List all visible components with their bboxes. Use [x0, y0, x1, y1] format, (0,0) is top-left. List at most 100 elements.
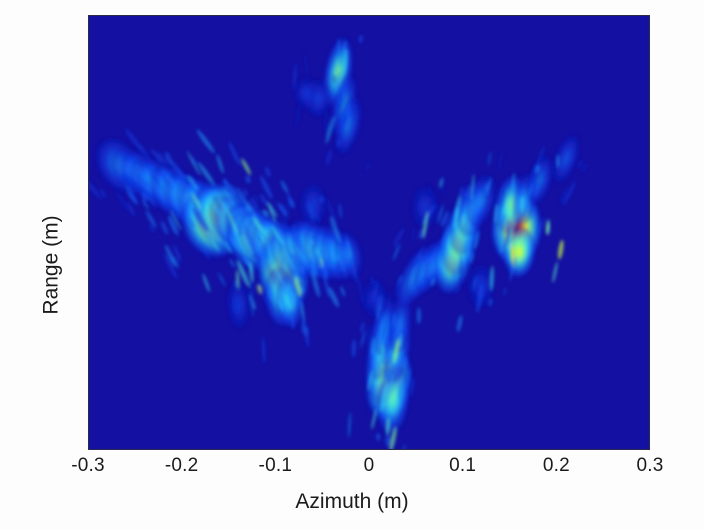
scatterer-blob — [226, 278, 251, 331]
speckle-streak — [512, 181, 516, 196]
speckle-streak — [336, 103, 340, 123]
speckle-streak — [483, 182, 488, 192]
speckle-streak — [246, 200, 259, 221]
speckle-streak — [351, 339, 356, 358]
speckle-streak — [202, 273, 211, 293]
speckle-streak — [338, 203, 343, 219]
speckle-streak — [371, 336, 376, 357]
speckle-streak — [371, 279, 379, 302]
speckle-streak — [262, 336, 266, 364]
speckle-streak — [334, 72, 341, 96]
speckle-streak — [330, 244, 337, 263]
speckle-streak — [267, 202, 276, 223]
speckle-streak — [160, 220, 169, 235]
speckle-streak — [145, 210, 157, 228]
speckle-streak — [382, 320, 389, 341]
speckle-streak — [233, 279, 237, 289]
speckle-streak — [367, 324, 370, 346]
scatterer-blob — [298, 181, 328, 229]
speckle-streak — [328, 287, 339, 308]
speckle-streak — [230, 235, 243, 255]
speckle-streak — [313, 209, 320, 223]
speckle-streak — [257, 235, 269, 260]
speckle-streak — [325, 149, 332, 166]
speckle-streak — [228, 141, 240, 166]
speckle-streak — [345, 101, 351, 118]
speckle-streak — [286, 197, 290, 214]
speckle-streak — [559, 187, 568, 203]
speckle-streak — [210, 202, 221, 216]
speckle-streak — [136, 143, 146, 155]
speckle-streak — [398, 380, 402, 403]
speckle-streak — [335, 137, 341, 149]
speckle-streak — [210, 237, 220, 253]
speckle-streak — [460, 253, 463, 279]
speckle-streak — [452, 271, 457, 282]
speckle-streak — [488, 298, 493, 307]
speckle-streak — [235, 223, 242, 236]
speckle-streak — [410, 376, 415, 397]
speckle-streak — [385, 433, 390, 447]
speckle-streak — [385, 417, 391, 436]
speckle-streak — [405, 367, 411, 391]
speckle-streak — [221, 200, 228, 209]
speckle-streak — [459, 186, 465, 199]
speckle-streak — [136, 164, 143, 177]
speckle-streak — [497, 225, 502, 247]
speckle-streak — [186, 150, 201, 176]
speckle-streak — [499, 231, 505, 254]
speckle-streak — [287, 281, 292, 307]
speckle-streak — [197, 161, 215, 186]
speckle-streak — [276, 226, 292, 248]
speckle-streak — [453, 207, 459, 229]
speckle-streak — [128, 184, 138, 205]
speckle-streak — [287, 231, 292, 258]
speckle-streak — [360, 322, 365, 334]
speckle-streak — [558, 239, 564, 260]
speckle-streak — [262, 209, 269, 217]
speckle-streak — [390, 372, 394, 389]
speckle-streak — [245, 175, 251, 184]
scatterer-blob — [360, 278, 390, 320]
speckle-streak — [291, 270, 296, 285]
speckle-streak — [384, 368, 389, 381]
speckle-streak — [230, 183, 237, 196]
speckle-streak — [189, 175, 196, 183]
speckle-streak — [304, 51, 309, 80]
speckle-streak — [366, 161, 370, 172]
x-tick-label: -0.3 — [71, 455, 105, 476]
speckle-streak — [381, 348, 387, 365]
speckle-streak — [300, 265, 305, 276]
speckle-streak — [428, 246, 439, 266]
speckle-streak — [272, 264, 285, 287]
x-tick-label: 0.2 — [542, 455, 570, 476]
speckle-streak — [419, 276, 426, 288]
speckle-streak — [371, 408, 377, 430]
speckle-streak — [148, 166, 156, 180]
speckle-streak — [259, 193, 268, 207]
speckle-streak — [186, 217, 195, 229]
speckle-streak — [447, 233, 451, 249]
speckle-streak — [142, 198, 150, 211]
speckle-streak — [245, 224, 253, 248]
speckle-streak — [422, 211, 429, 239]
speckle-streak — [378, 286, 385, 310]
speckle-streak — [412, 265, 421, 291]
speckle-streak — [399, 333, 402, 348]
speckle-streak — [503, 226, 511, 252]
speckle-streak — [163, 253, 179, 280]
speckle-streak — [456, 314, 463, 333]
speckle-streak — [461, 213, 465, 227]
speckle-streak — [292, 253, 300, 267]
speckle-streak — [375, 432, 381, 442]
speckle-streak — [416, 307, 422, 324]
speckle-streak — [158, 151, 168, 168]
speckle-streak — [191, 207, 209, 232]
speckle-streak — [392, 227, 405, 247]
speckle-streak — [254, 241, 263, 256]
speckle-streak — [123, 174, 137, 192]
speckle-streak — [259, 228, 274, 252]
speckle-streak — [535, 145, 545, 170]
speckle-streak — [322, 272, 330, 298]
speckle-streak — [150, 148, 163, 164]
